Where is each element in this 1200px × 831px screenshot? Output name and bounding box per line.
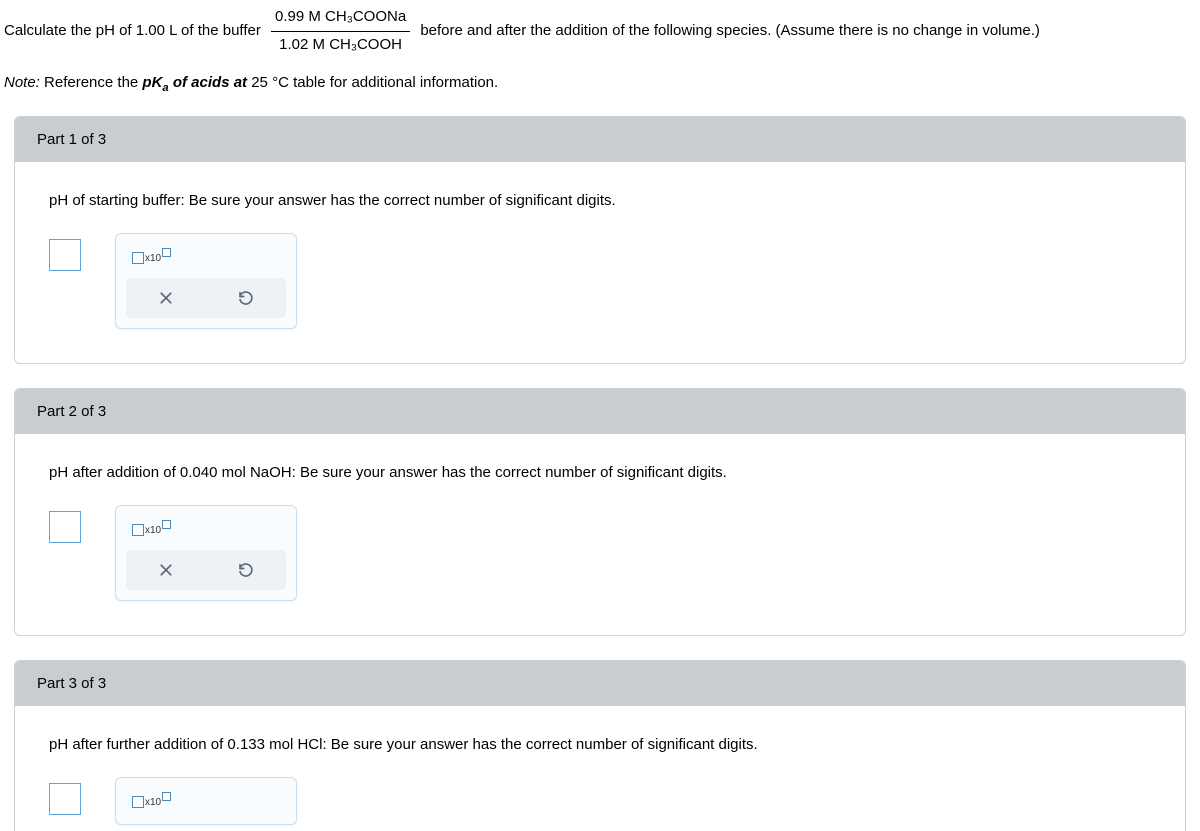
undo-icon xyxy=(237,561,255,579)
question-text-3: pH after further addition of 0.133 mol H… xyxy=(49,736,1151,753)
problem-prefix: Calculate the pH of 1.00 L of the buffer xyxy=(4,22,261,39)
answer-row-3: x10 xyxy=(49,777,1151,825)
answer-row-1: x10 xyxy=(49,233,1151,329)
mantissa-box-icon xyxy=(132,524,144,536)
close-icon xyxy=(157,561,175,579)
exponent-box-icon xyxy=(162,248,171,257)
part-body-2: pH after addition of 0.040 mol NaOH: Be … xyxy=(15,434,1185,635)
note-temp: 25 °C xyxy=(251,74,289,91)
note-text1: Reference the xyxy=(40,74,143,91)
problem-statement: Calculate the pH of 1.00 L of the buffer… xyxy=(0,0,1200,56)
part-body-1: pH of starting buffer: Be sure your answ… xyxy=(15,162,1185,363)
question-text-1: pH of starting buffer: Be sure your answ… xyxy=(49,192,1151,209)
buffer-fraction: 0.99 M CH₃COONa 1.02 M CH₃COOH xyxy=(271,6,410,56)
reset-button-2[interactable] xyxy=(234,558,258,582)
part-card-1: Part 1 of 3 pH of starting buffer: Be su… xyxy=(14,116,1186,364)
tool-button-row-2 xyxy=(126,550,286,590)
problem-suffix: before and after the addition of the fol… xyxy=(420,22,1040,39)
close-icon xyxy=(157,289,175,307)
x10-label: x10 xyxy=(145,525,161,536)
part-card-3: Part 3 of 3 pH after further addition of… xyxy=(14,660,1186,831)
note-prefix: Note: xyxy=(4,74,40,91)
tool-panel-2: x10 xyxy=(115,505,297,601)
reset-button-1[interactable] xyxy=(234,286,258,310)
answer-input-3[interactable] xyxy=(49,783,81,815)
fraction-numerator: 0.99 M CH₃COONa xyxy=(271,6,410,32)
exponent-box-icon xyxy=(162,792,171,801)
question-text-2: pH after addition of 0.040 mol NaOH: Be … xyxy=(49,464,1151,481)
x10-label: x10 xyxy=(145,797,161,808)
answer-input-1[interactable] xyxy=(49,239,81,271)
part-header-2: Part 2 of 3 xyxy=(15,389,1185,434)
note-pka: pKa of acids at xyxy=(142,74,251,91)
tool-panel-1: x10 xyxy=(115,233,297,329)
fraction-denominator: 1.02 M CH₃COOH xyxy=(271,32,410,57)
clear-button-1[interactable] xyxy=(154,286,178,310)
mantissa-box-icon xyxy=(132,252,144,264)
mantissa-box-icon xyxy=(132,796,144,808)
part-body-3: pH after further addition of 0.133 mol H… xyxy=(15,706,1185,831)
note-text3: table for additional information. xyxy=(289,74,498,91)
sci-notation-button-1[interactable]: x10 xyxy=(126,244,286,278)
part-card-2: Part 2 of 3 pH after addition of 0.040 m… xyxy=(14,388,1186,636)
exponent-box-icon xyxy=(162,520,171,529)
answer-row-2: x10 xyxy=(49,505,1151,601)
undo-icon xyxy=(237,289,255,307)
x10-label: x10 xyxy=(145,253,161,264)
answer-input-2[interactable] xyxy=(49,511,81,543)
sci-notation-button-2[interactable]: x10 xyxy=(126,516,286,550)
part-header-1: Part 1 of 3 xyxy=(15,117,1185,162)
tool-button-row-1 xyxy=(126,278,286,318)
clear-button-2[interactable] xyxy=(154,558,178,582)
note-line: Note: Reference the pKa of acids at 25 °… xyxy=(0,56,1200,104)
part-header-3: Part 3 of 3 xyxy=(15,661,1185,706)
tool-panel-3: x10 xyxy=(115,777,297,825)
